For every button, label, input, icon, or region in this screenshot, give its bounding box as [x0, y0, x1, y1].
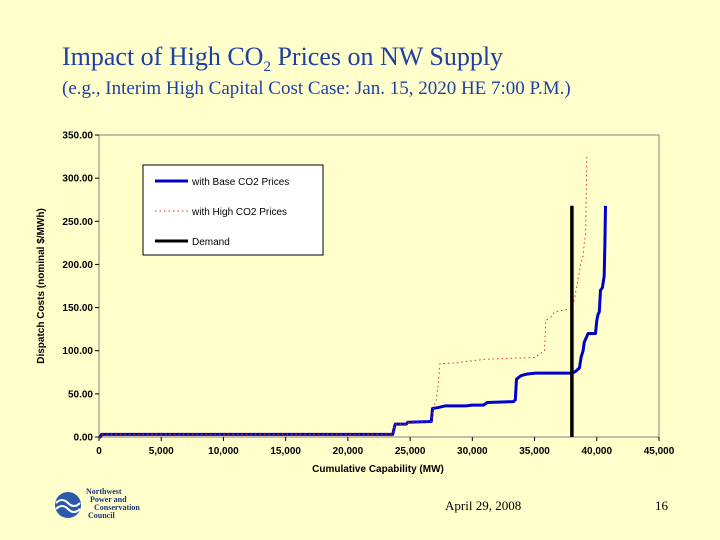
- x-tick-label: 35,000: [519, 446, 550, 457]
- x-tick-label: 30,000: [457, 446, 488, 457]
- plot-area: [98, 134, 660, 438]
- series-line-high-co2: [99, 156, 588, 438]
- legend: with Base CO2 Prices with High CO2 Price…: [142, 164, 324, 256]
- title-tail: Prices on NW Supply: [270, 42, 504, 71]
- slide-title: Impact of High CO2 Prices on NW Supply: [62, 42, 503, 76]
- x-tick-label: 5,000: [149, 446, 174, 457]
- footer-date: April 29, 2008: [445, 498, 522, 513]
- logo-wave-icon-2: [55, 505, 81, 513]
- logo-line: Power and: [90, 495, 127, 504]
- title-subscript: 2: [263, 59, 271, 76]
- ticks-group: 0.00 50.00 100.00 150.00 200.00 250.00 300.00 3…: [62, 131, 674, 458]
- legend-label-high: with High CO2 Prices: [191, 207, 287, 218]
- x-tick-label: 45,000: [644, 446, 675, 457]
- y-tick-label: 0.00: [74, 433, 94, 444]
- logo-line: Northwest: [86, 487, 122, 496]
- y-tick-label: 250.00: [62, 217, 93, 228]
- plot-area-group: [98, 134, 660, 438]
- logo-text: Northwest Power and Conservation Council: [86, 488, 140, 520]
- slide-subtitle: (e.g., Interim High Capital Cost Case: J…: [62, 78, 571, 99]
- series-group: [98, 156, 607, 439]
- y-tick-label: 200.00: [62, 260, 93, 271]
- x-tick-label: 40,000: [581, 446, 612, 457]
- x-tick-label: 10,000: [208, 446, 239, 457]
- legend-label-demand: Demand: [192, 237, 230, 248]
- series-line-base-co2: [98, 205, 607, 439]
- y-tick-label: 300.00: [62, 174, 93, 185]
- x-axis-label: Cumulative Capability (MW): [312, 464, 444, 475]
- logo-line: Council: [88, 511, 115, 520]
- supply-curve-chart: 0.00 50.00 100.00 150.00 200.00 250.00 300.00 3…: [36, 131, 675, 476]
- y-tick-label: 50.00: [68, 389, 93, 400]
- logo-line: Conservation: [94, 503, 140, 512]
- y-tick-label: 150.00: [62, 303, 93, 314]
- council-logo: [55, 492, 81, 518]
- y-tick-label: 100.00: [62, 346, 93, 357]
- page-number: 16: [655, 498, 668, 513]
- x-tick-label: 15,000: [270, 446, 301, 457]
- y-tick-label: 350.00: [62, 131, 93, 142]
- x-tick-label: 0: [96, 446, 102, 457]
- x-tick-label: 25,000: [395, 446, 426, 457]
- y-axis-label: Dispatch Costs (nominal $/MWh): [36, 208, 47, 364]
- legend-label-base: with Base CO2 Prices: [191, 177, 289, 188]
- logo-wave-icon: [55, 499, 81, 507]
- title-main: Impact of High CO: [62, 42, 264, 71]
- x-tick-label: 20,000: [333, 446, 364, 457]
